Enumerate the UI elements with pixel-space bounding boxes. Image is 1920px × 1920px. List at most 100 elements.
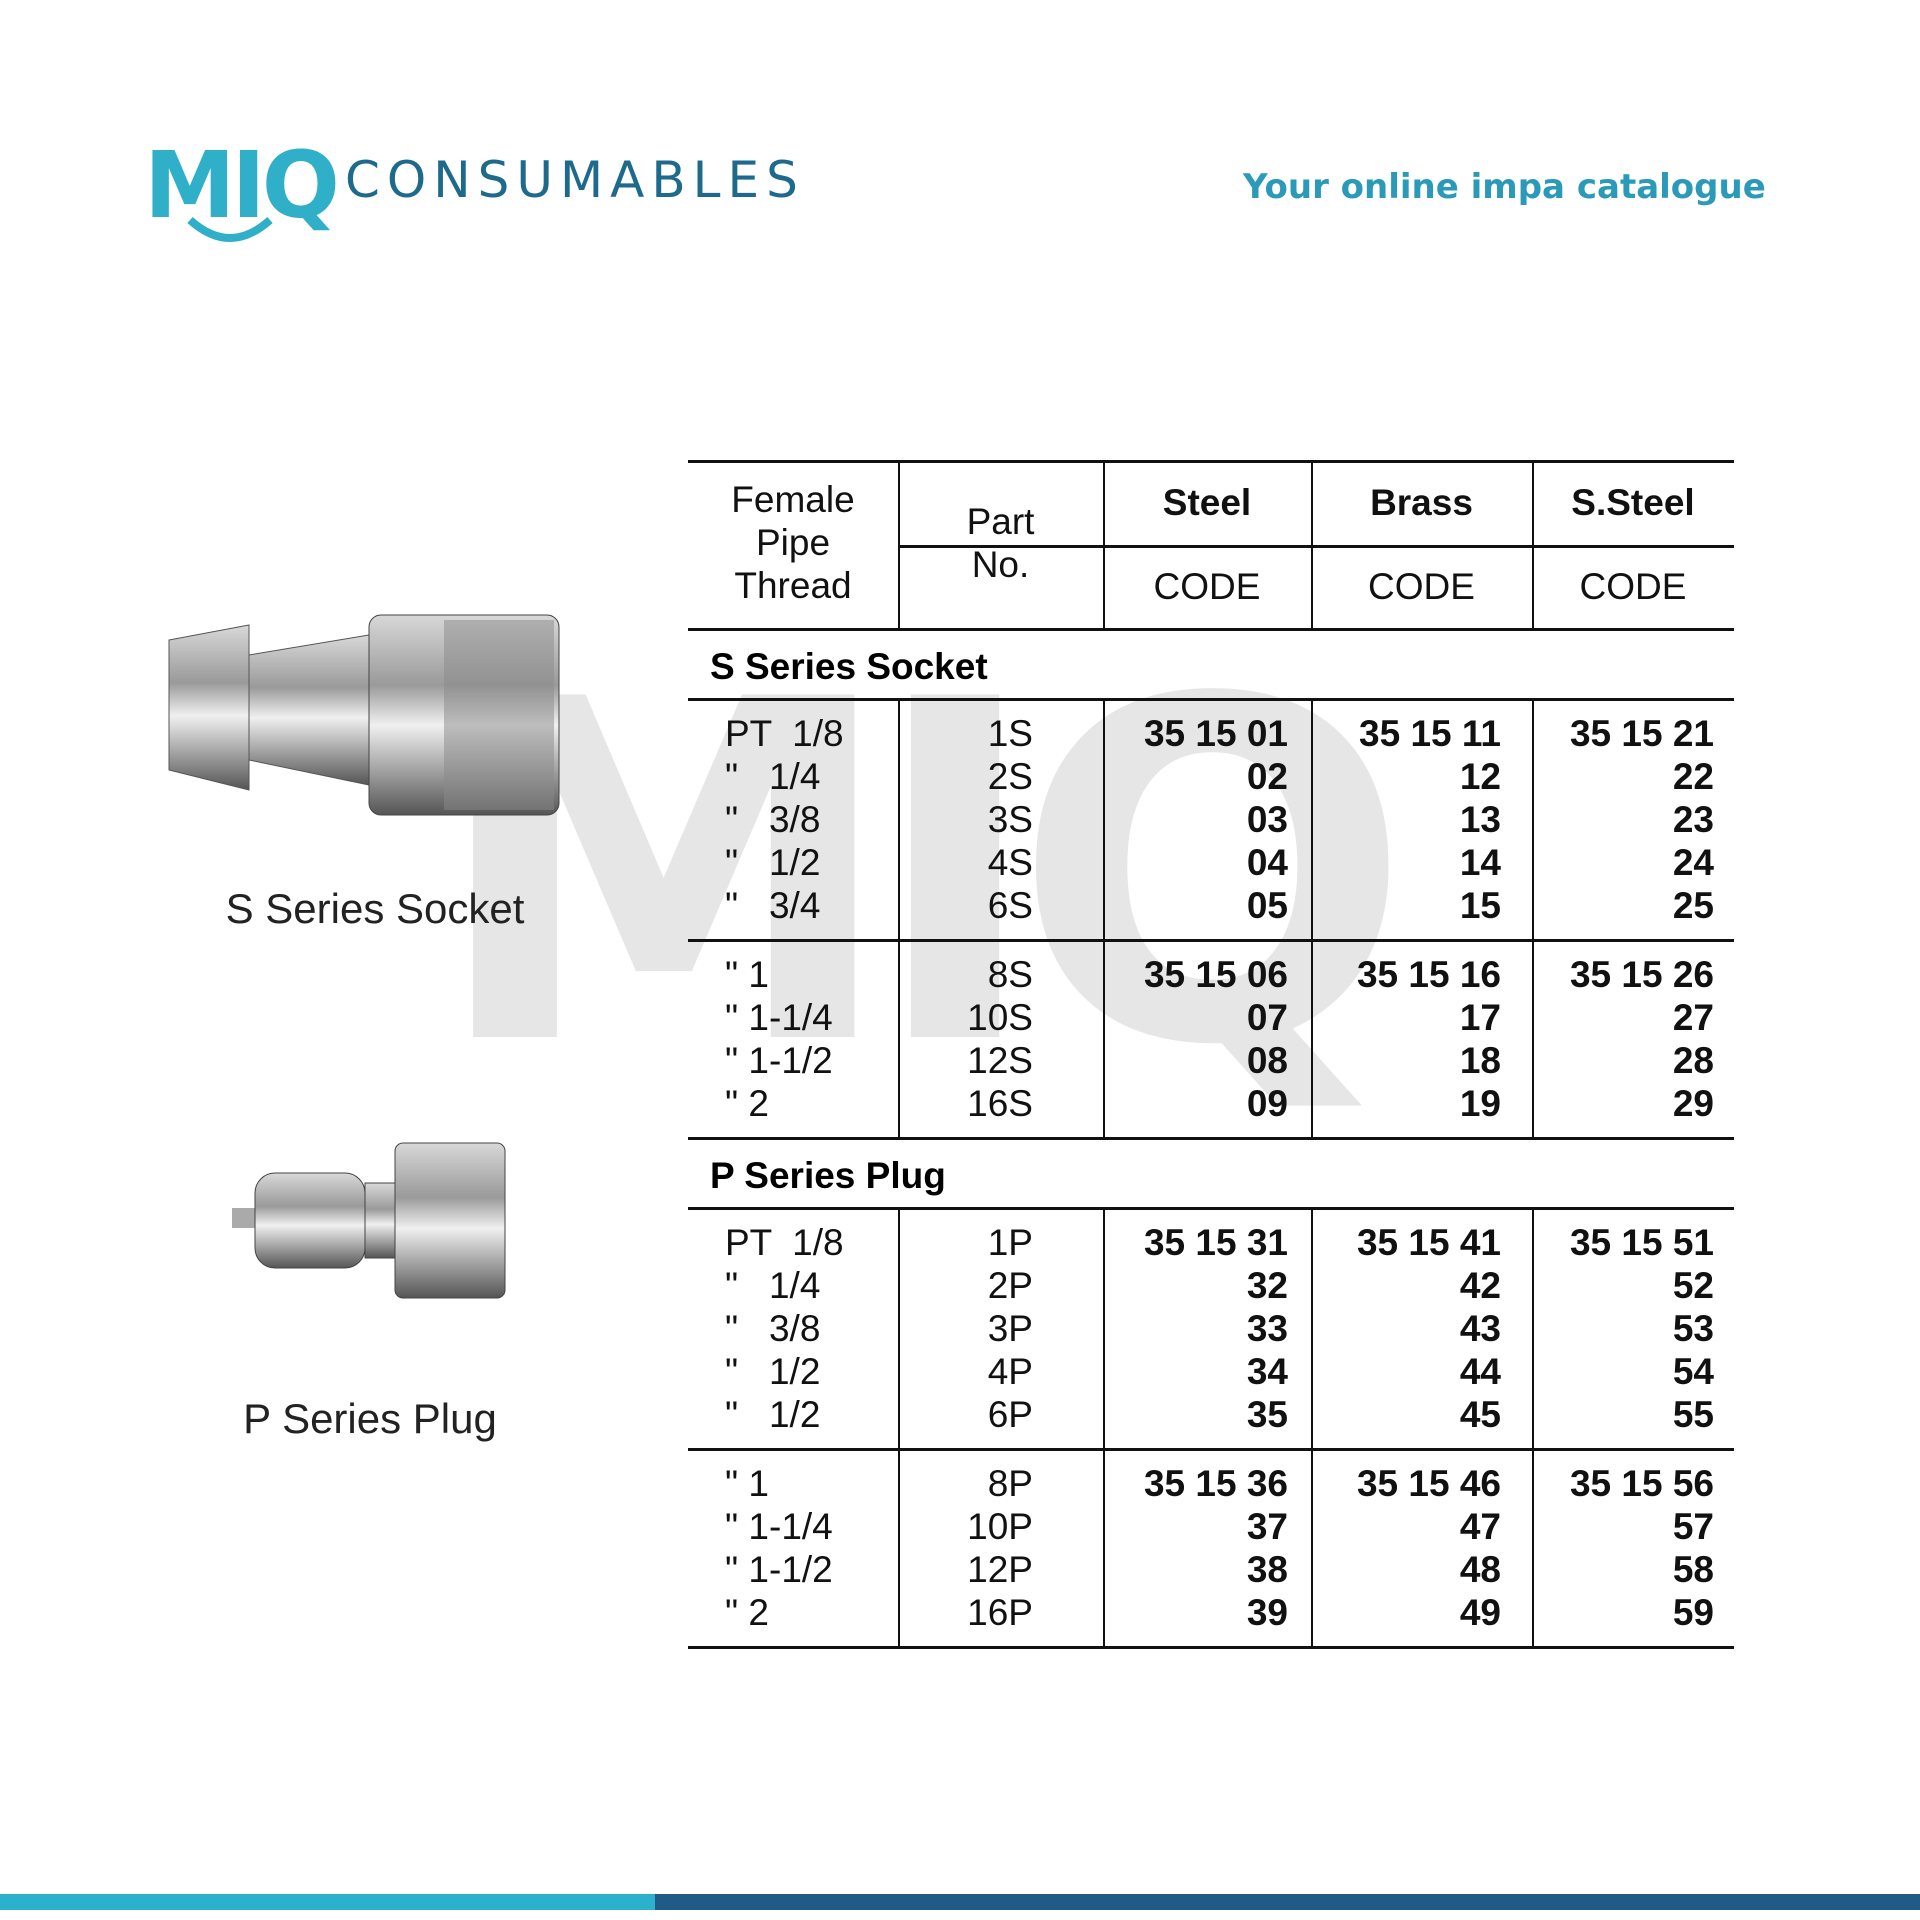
thread-size: " 2 — [725, 1592, 769, 1633]
divider — [1532, 1207, 1534, 1448]
thread-size: " 1 — [725, 954, 769, 995]
divider — [688, 1448, 1734, 1451]
divider — [688, 1137, 1734, 1140]
steel-code: 07 — [1246, 997, 1288, 1038]
watermark: MIQ — [430, 601, 1412, 1148]
steel-code: 35 15 36 — [1143, 1463, 1288, 1504]
header-code: CODE — [1579, 566, 1687, 607]
steel-code: 09 — [1246, 1083, 1288, 1124]
brass-code: 12 — [1459, 756, 1501, 797]
header-thread: Female Pipe Thread — [731, 479, 855, 606]
socket-image — [168, 614, 560, 816]
divider — [898, 939, 900, 1137]
ssteel-code: 35 15 51 — [1569, 1222, 1714, 1263]
thread-size: " 1-1/2 — [725, 1549, 833, 1590]
brass-code: 14 — [1459, 842, 1501, 883]
divider — [1103, 1448, 1105, 1646]
thread-size: PT 1/8 — [725, 713, 844, 754]
divider — [1532, 698, 1534, 939]
header-ssteel: S.Steel — [1571, 482, 1695, 523]
steel-code: 35 15 01 — [1143, 713, 1288, 754]
steel-code: 03 — [1246, 799, 1288, 840]
ssteel-code: 27 — [1672, 997, 1714, 1038]
thread-size: " 1-1/4 — [725, 1506, 833, 1547]
plug-image — [232, 1142, 506, 1299]
part-number: 3P — [987, 1308, 1033, 1349]
ssteel-code: 22 — [1672, 756, 1714, 797]
divider — [1311, 1448, 1313, 1646]
part-number: 16P — [967, 1592, 1033, 1633]
divider — [1532, 1448, 1534, 1646]
part-number: 2P — [987, 1265, 1033, 1306]
part-number: 16S — [967, 1083, 1033, 1124]
part-number: 8S — [987, 954, 1033, 995]
ssteel-code: 23 — [1672, 799, 1714, 840]
steel-code: 02 — [1246, 756, 1288, 797]
divider — [688, 1646, 1734, 1649]
part-number: 1P — [987, 1222, 1033, 1263]
thread-size: " 1-1/2 — [725, 1040, 833, 1081]
brass-code: 47 — [1459, 1506, 1501, 1547]
ssteel-code: 53 — [1672, 1308, 1714, 1349]
divider — [1532, 460, 1534, 628]
ssteel-code: 35 15 26 — [1569, 954, 1714, 995]
brass-code: 44 — [1459, 1351, 1501, 1392]
divider — [1311, 460, 1313, 628]
brass-code: 35 15 46 — [1356, 1463, 1501, 1504]
ssteel-code: 29 — [1672, 1083, 1714, 1124]
divider — [688, 460, 1734, 463]
divider — [1103, 698, 1105, 939]
divider — [1103, 939, 1105, 1137]
part-number: 3S — [987, 799, 1033, 840]
thread-size: " 1/2 — [725, 1394, 821, 1435]
divider — [688, 939, 1734, 942]
divider — [688, 1207, 1734, 1210]
steel-code: 34 — [1246, 1351, 1288, 1392]
product-label-socket: S Series Socket — [225, 885, 525, 932]
part-number: 6S — [987, 885, 1033, 926]
brass-code: 35 15 16 — [1356, 954, 1501, 995]
divider — [688, 698, 1734, 701]
logo-mark: MIQ — [144, 132, 340, 239]
part-number: 8P — [987, 1463, 1033, 1504]
steel-code: 35 — [1246, 1394, 1288, 1435]
thread-size: " 1/4 — [725, 756, 821, 797]
divider — [1311, 698, 1313, 939]
thread-size: " 3/8 — [725, 799, 821, 840]
divider — [688, 628, 1734, 631]
brass-code: 43 — [1459, 1308, 1501, 1349]
thread-size: PT 1/8 — [725, 1222, 844, 1263]
steel-code: 32 — [1246, 1265, 1288, 1306]
ssteel-code: 54 — [1672, 1351, 1714, 1392]
part-number: 1S — [987, 713, 1033, 754]
part-number: 12P — [967, 1549, 1033, 1590]
brass-code: 17 — [1459, 997, 1501, 1038]
steel-code: 37 — [1246, 1506, 1288, 1547]
part-number: 4S — [987, 842, 1033, 883]
brass-code: 35 15 41 — [1356, 1222, 1501, 1263]
section-title: S Series Socket — [710, 646, 988, 687]
ssteel-code: 35 15 56 — [1569, 1463, 1714, 1504]
divider — [1532, 939, 1534, 1137]
header-part: Part No. — [966, 501, 1035, 585]
ssteel-code: 59 — [1672, 1592, 1714, 1633]
thread-size: " 1 — [725, 1463, 769, 1504]
steel-code: 35 15 06 — [1143, 954, 1288, 995]
brass-code: 48 — [1459, 1549, 1501, 1590]
brand-name: CONSUMABLES — [345, 151, 805, 209]
brass-code: 13 — [1459, 799, 1501, 840]
brass-code: 19 — [1459, 1083, 1501, 1124]
ssteel-code: 52 — [1672, 1265, 1714, 1306]
thread-size: " 3/8 — [725, 1308, 821, 1349]
steel-code: 39 — [1246, 1592, 1288, 1633]
tagline: Your online impa catalogue — [1243, 167, 1766, 207]
section-title: P Series Plug — [710, 1155, 946, 1196]
part-number: 10S — [967, 997, 1033, 1038]
ssteel-code: 57 — [1672, 1506, 1714, 1547]
steel-code: 35 15 31 — [1143, 1222, 1288, 1263]
divider — [1103, 460, 1105, 628]
brass-code: 15 — [1459, 885, 1501, 926]
thread-size: " 1/2 — [725, 1351, 821, 1392]
divider — [898, 1448, 900, 1646]
divider — [898, 460, 900, 628]
